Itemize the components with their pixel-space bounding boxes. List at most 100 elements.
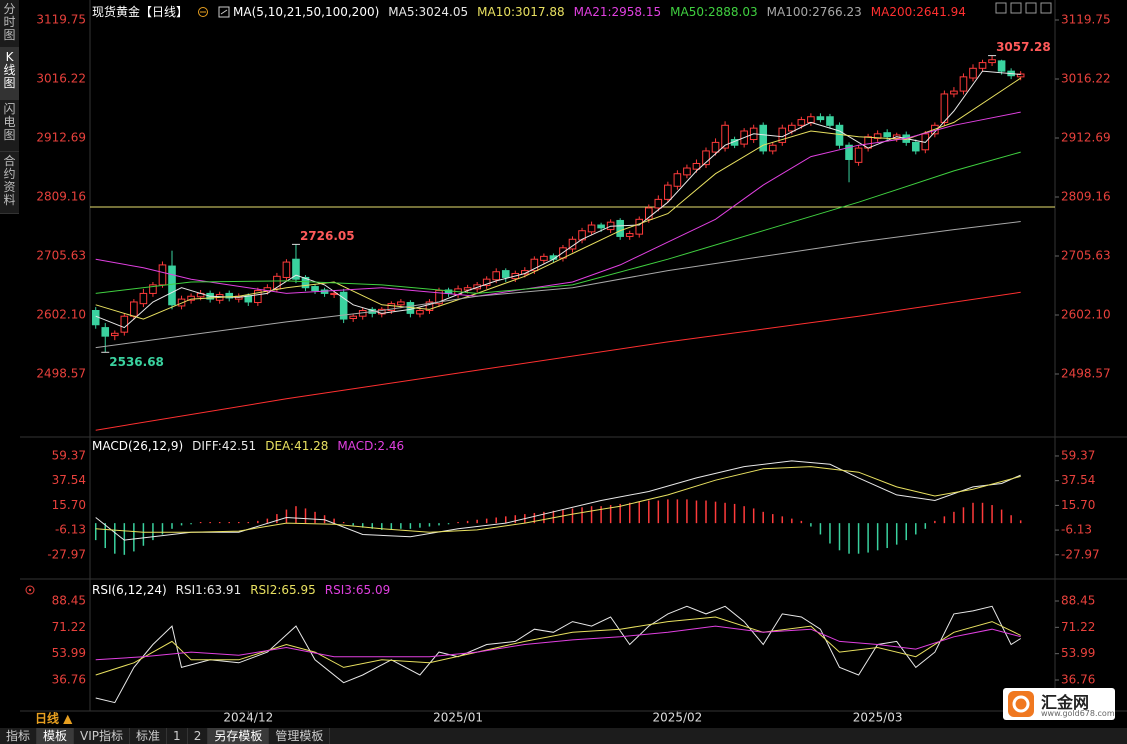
macd-legend: MACD(26,12,9) DIFF:42.51 DEA:41.28 MACD:… [92, 439, 404, 453]
sidebar-tab[interactable]: 闪电图 [0, 100, 19, 152]
indicator-line [95, 616, 1021, 676]
candle-body [797, 119, 806, 126]
candle-body [416, 310, 424, 315]
candle-body [120, 315, 129, 333]
candle-body [540, 255, 548, 261]
candle-body [768, 144, 777, 152]
y-tick-label: 59.37 [52, 448, 86, 462]
y-tick-label: 36.76 [1061, 672, 1095, 686]
collapse-icon[interactable] [197, 6, 209, 18]
y-tick-label: 2602.10 [36, 308, 86, 322]
y-tick-label: -6.13 [55, 523, 86, 537]
y-tick-label: 3119.75 [36, 13, 86, 27]
y-tick-label: 3119.75 [1061, 13, 1111, 27]
candle-body [425, 301, 434, 312]
candle-body [168, 265, 176, 306]
candle-body [292, 258, 300, 280]
y-tick-label: 2809.16 [1061, 190, 1111, 204]
candle-body [673, 173, 682, 187]
icon[interactable] [1010, 2, 1022, 14]
y-tick-label: 53.99 [1061, 646, 1095, 660]
icon[interactable] [995, 2, 1007, 14]
rsi-legend: RSI(6,12,24) RSI1:63.91 RSI2:65.95 RSI3:… [92, 583, 390, 597]
toolbar-tab[interactable]: 另存模板 [208, 728, 270, 744]
x-tick-label: 2024/12 [223, 711, 273, 725]
candle-body [339, 291, 348, 320]
annotation: 3057.28 [996, 40, 1051, 54]
candle-body [492, 271, 501, 281]
y-tick-label: 3016.22 [1061, 72, 1111, 86]
candle-body [625, 233, 634, 237]
candle-body [616, 219, 624, 237]
period-selector[interactable]: 日线 ▲ [35, 711, 73, 726]
sidebar-tab[interactable]: K线图 [0, 48, 19, 100]
y-tick-label: 59.37 [1061, 448, 1095, 462]
candle-body [759, 124, 768, 152]
indicator-icon[interactable] [218, 6, 230, 18]
toolbar-tab[interactable]: 模板 [37, 728, 75, 744]
toolbar-tab[interactable]: 指标 [0, 728, 38, 744]
y-tick-label: 15.70 [52, 498, 86, 512]
candle-body [225, 292, 234, 299]
candle-body [463, 287, 472, 291]
candle-body [501, 270, 510, 278]
candle-body [873, 133, 882, 139]
y-tick-label: -27.97 [1061, 547, 1100, 561]
instrument-title: 现货黄金【日线】 [92, 5, 189, 19]
y-tick-label: 2912.69 [1061, 131, 1111, 145]
y-tick-label: 88.45 [1061, 594, 1095, 608]
candle-body [101, 327, 110, 337]
candle-body [950, 90, 958, 95]
candle-body [911, 141, 920, 152]
icon[interactable] [1025, 2, 1037, 14]
candle-body [635, 218, 644, 235]
toolbar-tab[interactable]: VIP指标 [74, 728, 131, 744]
candle-body [702, 150, 710, 166]
candle-body [435, 290, 443, 305]
y-tick-label: 88.45 [52, 594, 86, 608]
candle-body [587, 224, 596, 233]
sidebar-tab[interactable]: 合约资料 [0, 152, 19, 214]
candle-body [187, 295, 195, 301]
legend-item: MA100:2766.23 [766, 4, 862, 19]
candle-body [940, 93, 949, 123]
y-tick-label: 37.54 [52, 473, 86, 487]
indicator-line [95, 70, 1021, 329]
logo-url: www.gold678.com [1041, 709, 1115, 718]
y-tick-label: 53.99 [52, 646, 86, 660]
y-tick-label: 2498.57 [1061, 367, 1111, 381]
legend-item: RSI1:63.91 [175, 583, 242, 597]
toolbar-tab[interactable]: 管理模板 [269, 728, 331, 744]
x-tick-label: 2025/01 [433, 711, 483, 725]
indicator-line [95, 466, 1021, 533]
candle-body [282, 261, 291, 278]
indicator-line [95, 625, 1021, 661]
x-tick-label: 2025/02 [652, 711, 702, 725]
toolbar: 指标 模板 VIP指标 标准 1 2 另存模板 管理模板 [0, 728, 1127, 744]
icon[interactable] [1040, 2, 1052, 14]
window-icons[interactable] [995, 2, 1052, 14]
y-tick-label: 2602.10 [1061, 308, 1111, 322]
candle-body [654, 198, 663, 209]
sidebar-tab[interactable]: 分时图 [0, 0, 19, 48]
x-tick-label: 2025/03 [853, 711, 903, 725]
y-tick-label: 2912.69 [36, 131, 86, 145]
toolbar-tab[interactable]: 标准 [130, 728, 168, 744]
candle-body [597, 224, 605, 229]
candle-body [177, 298, 186, 307]
rsi-icon [28, 588, 32, 592]
candle-body [139, 292, 148, 305]
candle-body [683, 167, 691, 176]
legend-item: MA21:2958.15 [573, 4, 662, 19]
indicator-line [95, 111, 1021, 297]
indicator-line [95, 291, 1021, 431]
candle-body [644, 207, 653, 220]
toolbar-tab[interactable]: 1 [167, 728, 188, 744]
candle-body [807, 116, 815, 123]
indicator-name: MACD(26,12,9) [92, 439, 184, 453]
indicator-line [95, 77, 1021, 320]
candle-body [130, 301, 138, 317]
toolbar-tab[interactable]: 2 [188, 728, 209, 744]
legend-item: RSI2:65.95 [250, 583, 316, 597]
